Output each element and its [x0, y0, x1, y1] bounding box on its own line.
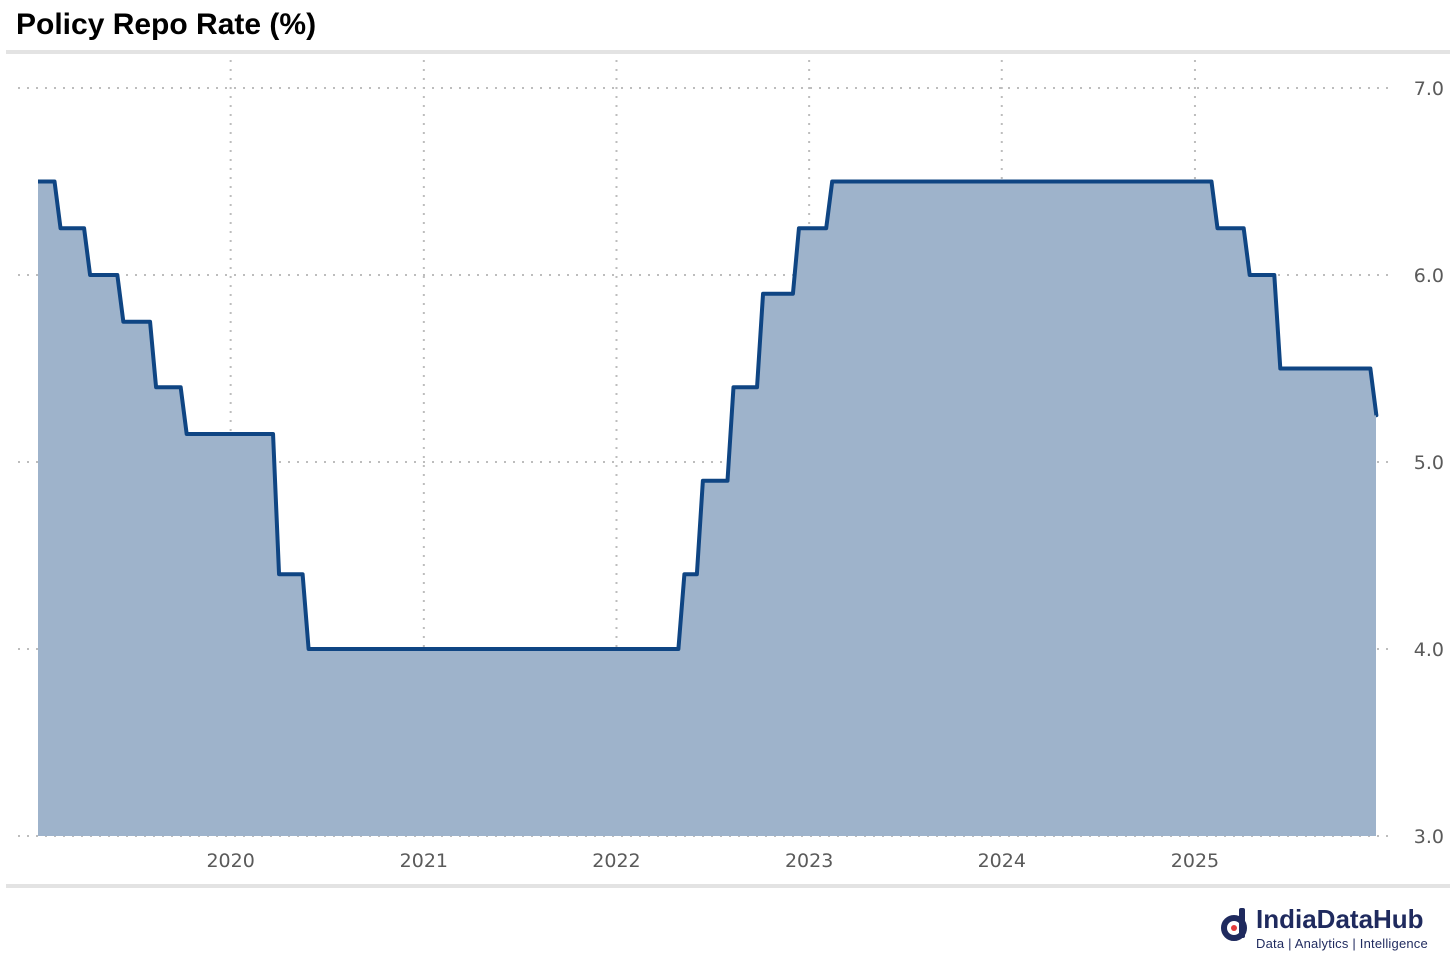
x-tick-label: 2022 — [592, 850, 640, 872]
y-tick-label: 5.0 — [1414, 452, 1444, 474]
x-tick-label: 2025 — [1171, 850, 1219, 872]
footer-divider — [6, 884, 1450, 888]
y-axis-tick-labels: 3.0 4.0 5.0 6.0 7.0 — [1414, 78, 1444, 848]
y-tick-label: 3.0 — [1414, 826, 1444, 848]
x-axis-tick-labels: 2020 2021 2022 2023 2024 2025 — [206, 850, 1219, 872]
repo-rate-area — [38, 181, 1377, 836]
x-tick-label: 2020 — [206, 850, 254, 872]
brand-logo: IndiaDataHub Data | Analytics | Intellig… — [1220, 904, 1450, 954]
x-tick-label: 2023 — [785, 850, 833, 872]
repo-rate-line — [38, 179, 1379, 651]
y-tick-label: 4.0 — [1414, 639, 1444, 661]
brand-mark-icon — [1221, 908, 1247, 941]
page-title: Policy Repo Rate (%) — [16, 8, 317, 41]
brand-name: IndiaDataHub — [1256, 904, 1424, 934]
x-tick-label: 2021 — [400, 850, 448, 872]
y-tick-label: 6.0 — [1414, 265, 1444, 287]
brand-tagline: Data | Analytics | Intelligence — [1256, 936, 1428, 951]
x-tick-label: 2024 — [978, 850, 1026, 872]
y-tick-label: 7.0 — [1414, 78, 1444, 100]
title-divider — [6, 50, 1450, 54]
